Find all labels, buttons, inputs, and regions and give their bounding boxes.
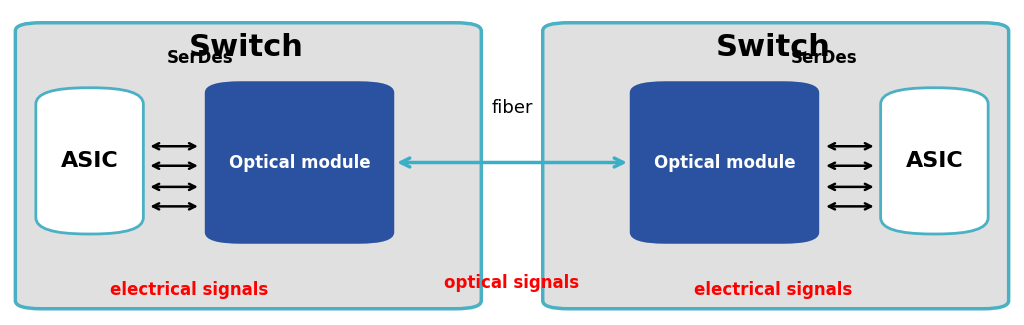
FancyBboxPatch shape bbox=[630, 81, 819, 244]
FancyBboxPatch shape bbox=[36, 88, 143, 234]
FancyBboxPatch shape bbox=[881, 88, 988, 234]
Text: Switch: Switch bbox=[188, 32, 303, 61]
Text: fiber: fiber bbox=[492, 99, 532, 117]
FancyBboxPatch shape bbox=[543, 23, 1009, 309]
Text: SerDes: SerDes bbox=[166, 49, 233, 67]
Text: electrical signals: electrical signals bbox=[694, 281, 852, 299]
Text: Optical module: Optical module bbox=[653, 153, 796, 172]
FancyBboxPatch shape bbox=[205, 81, 394, 244]
FancyBboxPatch shape bbox=[15, 23, 481, 309]
Text: SerDes: SerDes bbox=[791, 49, 858, 67]
Text: ASIC: ASIC bbox=[905, 151, 964, 171]
Text: Optical module: Optical module bbox=[228, 153, 371, 172]
Text: electrical signals: electrical signals bbox=[111, 281, 268, 299]
Text: optical signals: optical signals bbox=[444, 275, 580, 292]
Text: Switch: Switch bbox=[716, 32, 830, 61]
Text: ASIC: ASIC bbox=[60, 151, 119, 171]
